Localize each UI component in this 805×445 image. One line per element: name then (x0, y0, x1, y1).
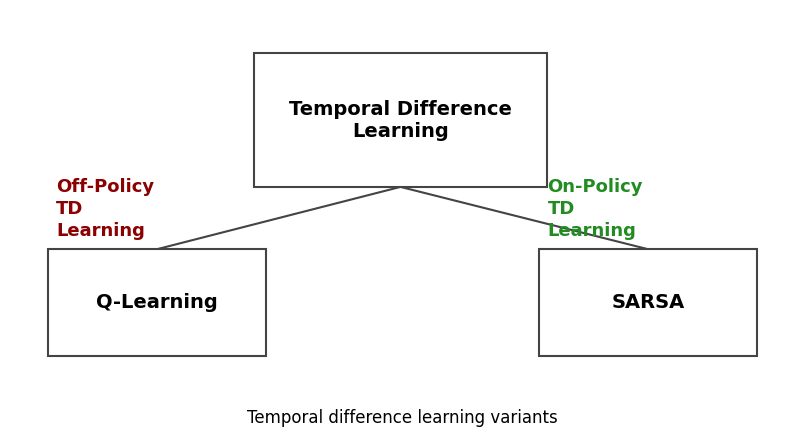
Text: SARSA: SARSA (612, 293, 684, 312)
FancyBboxPatch shape (539, 249, 757, 356)
FancyBboxPatch shape (254, 53, 547, 187)
Text: On-Policy
TD
Learning: On-Policy TD Learning (547, 178, 643, 240)
Text: Off-Policy
TD
Learning: Off-Policy TD Learning (56, 178, 155, 240)
Text: Q-Learning: Q-Learning (96, 293, 218, 312)
FancyBboxPatch shape (48, 249, 266, 356)
Text: Temporal Difference
Learning: Temporal Difference Learning (289, 100, 512, 141)
Text: Temporal difference learning variants: Temporal difference learning variants (247, 409, 558, 427)
